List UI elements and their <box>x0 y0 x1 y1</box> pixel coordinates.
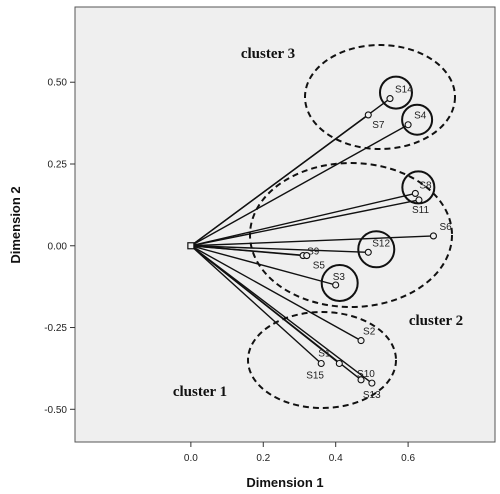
vector-line-s12 <box>190 245 369 254</box>
point-label-s13: S13 <box>363 390 381 401</box>
cluster-labels: cluster 3 cluster 2 cluster 1 <box>173 46 463 400</box>
vector-line-s13 <box>190 245 373 384</box>
x-axis-ticks: 0.0 0.2 0.4 0.6 <box>184 442 415 464</box>
y-tick-label: -0.25 <box>44 323 67 334</box>
point-s14 <box>386 95 394 103</box>
point-s13 <box>368 379 376 387</box>
point-label-s14: S14 <box>395 85 413 96</box>
y-tick-label: 0.00 <box>48 241 68 252</box>
x-tick-label: 0.4 <box>329 453 343 464</box>
point-label-s4: S4 <box>414 111 427 122</box>
point-s7 <box>364 111 372 119</box>
y-tick-label: 0.25 <box>48 159 68 170</box>
vector-line-s15 <box>190 245 322 365</box>
y-axis-title: Dimension 2 <box>8 186 23 263</box>
cluster-1-ellipse <box>247 311 397 409</box>
data-points <box>187 95 437 387</box>
cluster-3-label: cluster 3 <box>241 46 295 62</box>
highlight-circle-s12 <box>357 230 396 269</box>
highlight-circle-s4 <box>401 103 434 136</box>
vector-line-s11 <box>190 199 420 247</box>
x-tick-label: 0.6 <box>401 453 415 464</box>
point-label-s11: S11 <box>412 205 429 216</box>
cluster-3-ellipse <box>304 44 456 150</box>
vector-line-s3 <box>190 245 336 286</box>
point-s12 <box>364 248 372 256</box>
highlight-circle-s3 <box>320 264 359 303</box>
cluster-2-label: cluster 2 <box>409 313 463 329</box>
x-axis-title: Dimension 1 <box>246 475 323 490</box>
point-label-s3: S3 <box>333 272 346 283</box>
point-label-s10: S10 <box>357 369 375 380</box>
cluster-ellipses <box>247 44 456 409</box>
point-label-s12: S12 <box>372 238 390 249</box>
point-s3 <box>332 281 340 289</box>
point-s1 <box>335 359 343 368</box>
point-s15 <box>317 359 325 368</box>
y-axis-ticks: 0.50 0.25 0.00 -0.25 -0.50 <box>44 78 75 416</box>
vector-line-s6 <box>190 235 434 247</box>
x-tick-label: 0.0 <box>184 453 198 464</box>
point-label-s5: S5 <box>313 261 326 272</box>
point-label-s6: S6 <box>439 222 452 233</box>
x-tick-label: 0.2 <box>256 453 270 464</box>
point-labels: S14 S7 S4 S8 S11 S6 S12 S9 S5 S3 S2 S1 S15 S10 S13 <box>306 85 452 402</box>
point-s11 <box>415 196 423 204</box>
point-label-s8: S8 <box>419 180 432 191</box>
point-s6 <box>429 232 437 240</box>
point-label-s9: S9 <box>307 247 320 258</box>
point-s4 <box>404 121 412 129</box>
highlight-circle-s14 <box>379 75 413 110</box>
cluster-2-ellipse <box>249 162 453 308</box>
vector-lines <box>190 98 434 384</box>
point-label-s15: S15 <box>306 371 324 382</box>
point-label-s2: S2 <box>363 327 376 338</box>
vector-line-s8 <box>190 192 416 247</box>
origin-marker <box>187 242 195 250</box>
vector-line-s4 <box>190 124 409 247</box>
point-s10 <box>357 376 365 384</box>
vector-line-s2 <box>190 245 362 342</box>
point-label-s7: S7 <box>372 120 385 131</box>
point-label-s1: S1 <box>318 349 331 360</box>
y-tick-label: -0.50 <box>44 405 67 416</box>
y-tick-label: 0.50 <box>48 78 68 89</box>
point-s5 <box>303 252 311 260</box>
point-s2 <box>357 337 365 345</box>
point-s8 <box>411 189 419 197</box>
cluster-1-label: cluster 1 <box>173 384 227 400</box>
vector-line-s7 <box>190 114 369 247</box>
vector-line-s5 <box>190 245 307 257</box>
